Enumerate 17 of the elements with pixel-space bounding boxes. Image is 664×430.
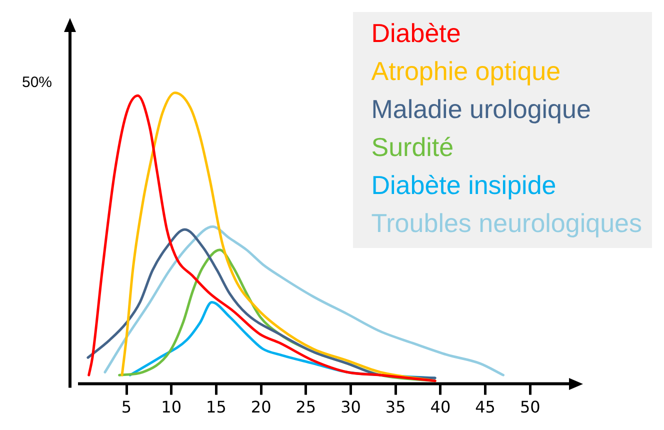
x-tick-label: 40 — [430, 398, 451, 417]
x-tick-label: 5 — [121, 398, 132, 417]
x-tick-label: 30 — [340, 398, 361, 417]
x-tick-label: 10 — [161, 398, 182, 417]
text: 50% — [22, 74, 52, 91]
x-tick-label: 45 — [475, 398, 496, 417]
x-tick-label: 25 — [296, 398, 316, 417]
x-tick-label: 35 — [385, 398, 406, 417]
text: Surdité — [371, 131, 455, 164]
text: Atrophie optique — [371, 55, 562, 88]
text: Diabète — [371, 17, 462, 50]
text: Maladie urologique — [371, 93, 592, 126]
text: Diabète insipide — [371, 169, 558, 202]
x-tick-label: 20 — [250, 398, 272, 417]
x-tick-label: 15 — [206, 398, 226, 417]
text: Troubles neurologiques — [371, 207, 642, 240]
x-tick-label: 50 — [520, 398, 540, 417]
